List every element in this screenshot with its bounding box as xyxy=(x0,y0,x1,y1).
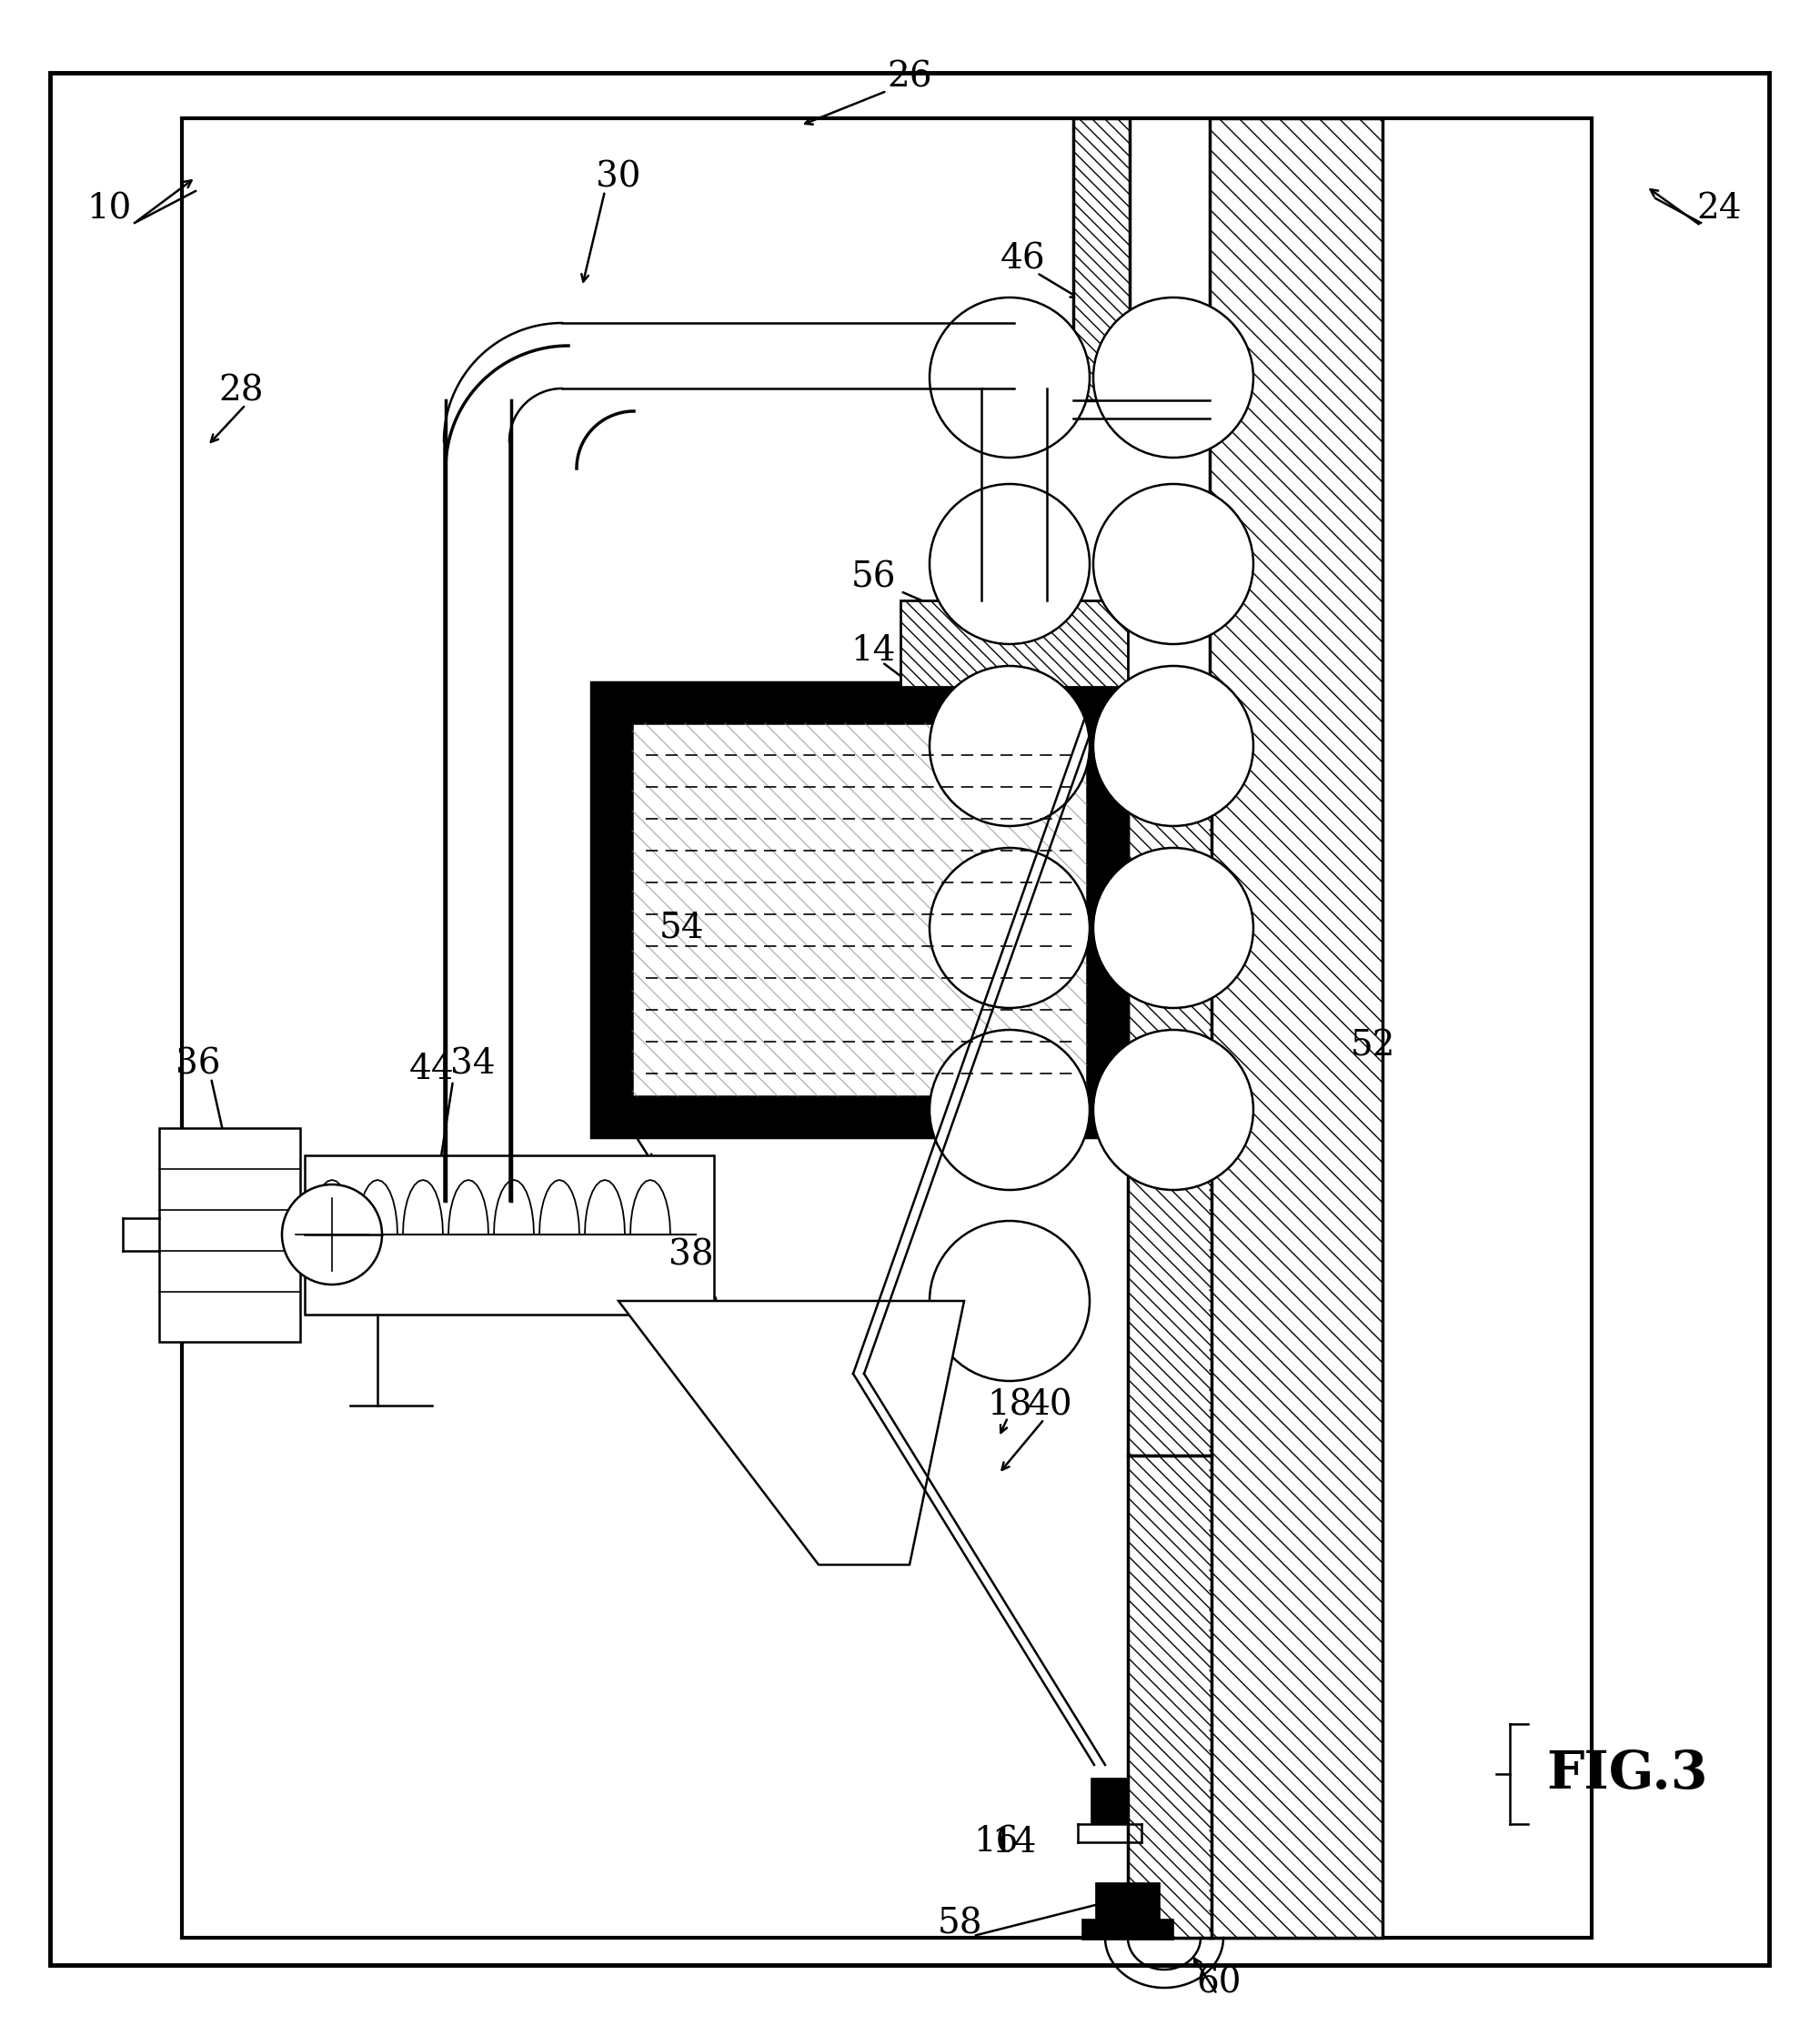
Text: 54: 54 xyxy=(659,910,704,945)
Text: 24: 24 xyxy=(1696,193,1742,226)
Text: 44: 44 xyxy=(410,1053,455,1085)
Text: 10: 10 xyxy=(87,193,131,226)
Text: 56: 56 xyxy=(850,560,895,595)
Bar xyxy=(1083,1920,1174,1940)
Circle shape xyxy=(930,847,1090,1008)
Bar xyxy=(1074,118,1130,401)
Circle shape xyxy=(930,1222,1090,1380)
Text: 16: 16 xyxy=(974,1826,1019,1859)
Bar xyxy=(1128,1456,1212,1938)
Text: 14: 14 xyxy=(850,633,895,668)
Circle shape xyxy=(1094,666,1254,827)
Polygon shape xyxy=(619,1301,965,1566)
Circle shape xyxy=(1094,1030,1254,1189)
Bar xyxy=(182,118,1592,1938)
Bar xyxy=(158,1128,300,1342)
Bar xyxy=(1096,1883,1159,1920)
Text: FIG.3: FIG.3 xyxy=(1547,1749,1707,1800)
Text: 40: 40 xyxy=(1028,1389,1074,1423)
Text: 36: 36 xyxy=(177,1049,220,1081)
Text: 18: 18 xyxy=(986,1389,1032,1423)
Circle shape xyxy=(930,297,1090,458)
Circle shape xyxy=(930,666,1090,827)
Circle shape xyxy=(930,485,1090,643)
Text: 14: 14 xyxy=(992,1826,1037,1859)
Text: 38: 38 xyxy=(668,1238,713,1272)
Text: 52: 52 xyxy=(1350,1030,1396,1063)
Circle shape xyxy=(282,1185,382,1285)
Text: 34: 34 xyxy=(450,1049,495,1081)
Bar xyxy=(592,682,1128,1138)
Bar xyxy=(304,1154,713,1315)
Text: 28: 28 xyxy=(218,375,264,407)
Bar xyxy=(1092,1779,1128,1824)
Text: 58: 58 xyxy=(937,1908,983,1940)
Bar xyxy=(1128,692,1212,1456)
Bar xyxy=(632,723,1087,1095)
Circle shape xyxy=(1094,297,1254,458)
Bar xyxy=(901,601,1128,686)
Bar xyxy=(1210,118,1383,1938)
Text: 30: 30 xyxy=(595,161,641,193)
Text: 26: 26 xyxy=(886,61,932,94)
Circle shape xyxy=(930,1030,1090,1189)
Text: 32: 32 xyxy=(601,1097,646,1132)
Text: 60: 60 xyxy=(1196,1967,1241,1999)
Circle shape xyxy=(1094,485,1254,643)
Text: 46: 46 xyxy=(1001,242,1046,277)
Circle shape xyxy=(1094,847,1254,1008)
